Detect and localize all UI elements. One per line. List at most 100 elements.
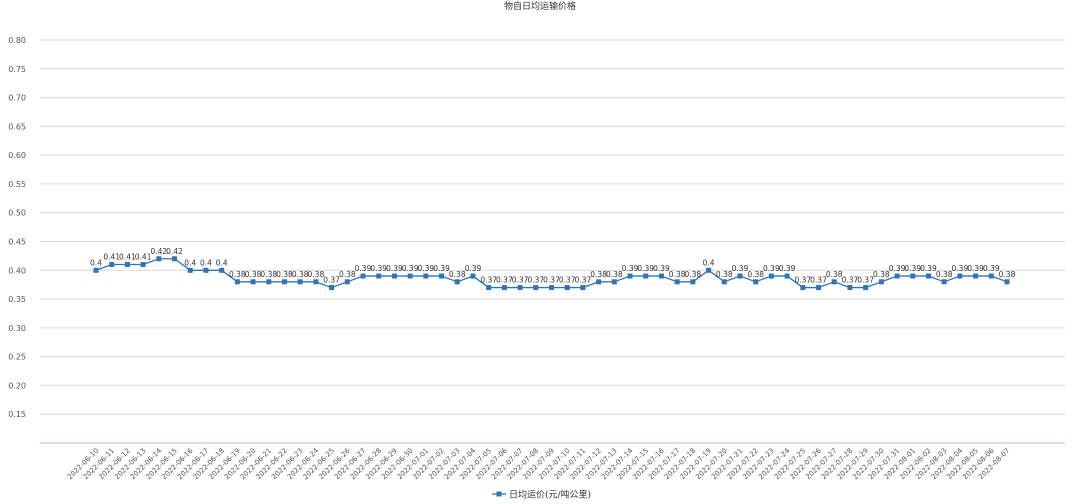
data-point-marker[interactable]	[941, 279, 947, 285]
data-point-marker[interactable]	[988, 273, 994, 279]
data-point-marker[interactable]	[1004, 279, 1010, 285]
data-point-marker[interactable]	[156, 256, 162, 262]
data-point-marker[interactable]	[768, 273, 774, 279]
data-label: 0.37	[527, 276, 544, 285]
x-axis-ticks: 2022-06-102022-06-112022-06-122022-06-13…	[66, 446, 1011, 481]
data-label: 0.38	[449, 270, 466, 279]
data-point-marker[interactable]	[847, 285, 853, 291]
data-label: 0.37	[857, 276, 874, 285]
data-label: 0.4	[90, 258, 102, 267]
data-label: 0.39	[386, 264, 403, 273]
data-label: 0.38	[936, 270, 953, 279]
data-point-marker[interactable]	[517, 285, 523, 291]
data-label: 0.38	[260, 270, 277, 279]
data-point-marker[interactable]	[501, 285, 507, 291]
data-label: 0.39	[904, 264, 921, 273]
data-point-marker[interactable]	[549, 285, 554, 291]
data-point-marker[interactable]	[203, 267, 209, 273]
data-point-marker[interactable]	[423, 273, 429, 279]
data-label: 0.39	[779, 264, 796, 273]
data-point-marker[interactable]	[658, 273, 664, 279]
data-label: 0.39	[355, 264, 372, 273]
data-label: 0.38	[606, 270, 623, 279]
data-point-marker[interactable]	[753, 279, 759, 285]
data-label: 0.39	[370, 264, 387, 273]
data-label: 0.39	[465, 264, 482, 273]
y-axis-ticks: 0.15 0.20 0.25 0.30 0.35 0.40 0.45 0.50 0.55 0.60…	[8, 36, 26, 419]
data-point-marker[interactable]	[234, 279, 240, 285]
data-label: 0.38	[873, 270, 890, 279]
data-point-marker[interactable]	[878, 279, 884, 285]
data-label: 0.37	[323, 276, 340, 285]
data-label: 0.38	[245, 270, 262, 279]
data-point-marker[interactable]	[344, 279, 350, 285]
data-point-marker[interactable]	[564, 285, 570, 291]
data-label: 0.37	[559, 276, 576, 285]
data-label: 0.37	[794, 276, 811, 285]
data-point-marker[interactable]	[611, 279, 617, 285]
data-point-marker[interactable]	[124, 262, 130, 268]
data-point-marker[interactable]	[407, 273, 413, 279]
data-point-marker[interactable]	[140, 262, 146, 268]
data-point-marker[interactable]	[297, 279, 303, 285]
data-label: 0.37	[575, 276, 592, 285]
data-label: 0.37	[496, 276, 513, 285]
data-point-marker[interactable]	[737, 273, 743, 279]
data-point-marker[interactable]	[454, 279, 460, 285]
data-point-marker[interactable]	[486, 285, 492, 291]
data-point-marker[interactable]	[894, 273, 900, 279]
data-label: 0.4	[703, 258, 715, 267]
data-point-marker[interactable]	[627, 273, 633, 279]
y-tick-label: 0.55	[8, 180, 26, 189]
y-tick-label: 0.60	[8, 151, 26, 160]
y-tick-label: 0.70	[8, 94, 26, 103]
data-point-marker[interactable]	[219, 267, 225, 273]
data-label: 0.4	[216, 258, 228, 267]
data-point-marker[interactable]	[313, 279, 319, 285]
data-point-marker[interactable]	[925, 273, 931, 279]
data-point-marker[interactable]	[674, 279, 680, 285]
data-point-marker[interactable]	[93, 267, 99, 273]
data-point-marker[interactable]	[957, 273, 963, 279]
data-point-marker[interactable]	[187, 267, 193, 273]
data-label: 0.4	[184, 258, 196, 267]
data-label: 0.38	[747, 270, 764, 279]
data-point-marker[interactable]	[690, 279, 696, 285]
data-point-marker[interactable]	[863, 285, 869, 291]
y-tick-label: 0.40	[8, 266, 26, 275]
legend[interactable]: 日均运价(元/吨公里)	[492, 489, 591, 501]
data-point-marker[interactable]	[706, 267, 712, 273]
data-point-marker[interactable]	[376, 273, 382, 279]
data-point-marker[interactable]	[784, 273, 790, 279]
data-label: 0.37	[543, 276, 560, 285]
data-label: 0.39	[983, 264, 1000, 273]
data-point-marker[interactable]	[831, 279, 837, 285]
data-point-marker[interactable]	[800, 285, 806, 291]
data-label: 0.38	[685, 270, 702, 279]
data-point-marker[interactable]	[580, 285, 586, 291]
data-label: 0.41	[135, 253, 152, 262]
data-point-marker[interactable]	[391, 273, 397, 279]
data-point-marker[interactable]	[816, 285, 822, 291]
data-point-marker[interactable]	[360, 273, 366, 279]
data-point-marker[interactable]	[329, 285, 335, 291]
data-point-marker[interactable]	[109, 262, 115, 268]
data-point-marker[interactable]	[439, 273, 445, 279]
data-point-marker[interactable]	[250, 279, 256, 285]
data-point-marker[interactable]	[172, 256, 178, 262]
y-tick-label: 0.35	[8, 295, 26, 304]
data-labels: 0.40.41 0.41 0.410.42 0.420.4 0.4 0.40.38 0.38…	[90, 247, 1016, 285]
data-label: 0.38	[590, 270, 607, 279]
data-point-marker[interactable]	[281, 279, 287, 285]
data-point-marker[interactable]	[910, 273, 916, 279]
data-point-marker[interactable]	[721, 279, 727, 285]
data-point-marker[interactable]	[470, 273, 476, 279]
data-point-marker[interactable]	[533, 285, 539, 291]
data-point-marker[interactable]	[596, 279, 602, 285]
y-tick-label: 0.50	[8, 209, 26, 218]
data-point-marker[interactable]	[266, 279, 272, 285]
data-point-marker[interactable]	[643, 273, 649, 279]
data-point-marker[interactable]	[973, 273, 979, 279]
